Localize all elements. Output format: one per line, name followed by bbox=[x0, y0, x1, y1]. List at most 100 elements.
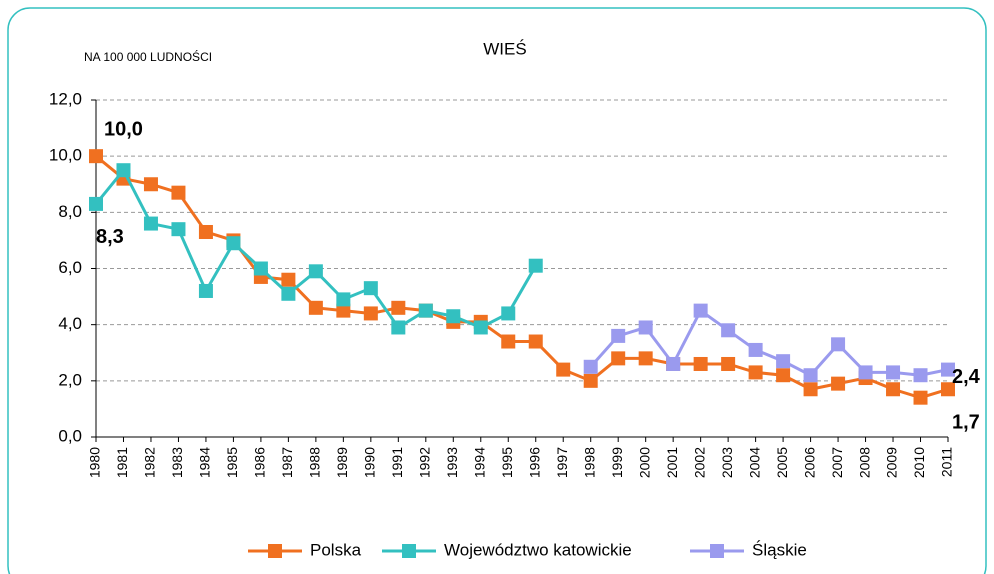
x-tick-label: 2002 bbox=[691, 447, 707, 478]
x-tick-label: 1991 bbox=[389, 447, 405, 478]
x-tick-label: 1981 bbox=[114, 447, 130, 478]
x-tick-label: 1994 bbox=[471, 447, 487, 478]
data-point bbox=[638, 320, 653, 335]
y-tick-label: 10,0 bbox=[49, 146, 82, 165]
legend-label: Województwo katowickie bbox=[444, 540, 632, 559]
data-point bbox=[336, 292, 351, 307]
data-point bbox=[528, 334, 543, 349]
x-tick-label: 2003 bbox=[719, 447, 735, 478]
data-point bbox=[418, 303, 433, 318]
x-tick-label: 1993 bbox=[444, 447, 460, 478]
data-point bbox=[858, 365, 873, 380]
y-tick-label: 0,0 bbox=[58, 426, 82, 445]
data-point bbox=[583, 373, 598, 388]
data-point bbox=[281, 272, 296, 287]
data-point bbox=[803, 368, 818, 383]
data-point bbox=[501, 334, 516, 349]
data-point bbox=[89, 149, 103, 164]
data-point bbox=[913, 390, 928, 405]
data-point bbox=[913, 368, 928, 383]
data-label: 8,3 bbox=[96, 226, 124, 248]
y-tick-label: 6,0 bbox=[58, 258, 82, 277]
x-tick-label: 1983 bbox=[169, 447, 185, 478]
data-point bbox=[143, 216, 158, 231]
data-point bbox=[226, 236, 241, 251]
y-tick-label: 2,0 bbox=[58, 370, 82, 389]
data-point bbox=[473, 320, 488, 335]
data-point bbox=[748, 365, 763, 380]
x-tick-label: 2006 bbox=[801, 447, 817, 478]
data-point bbox=[831, 376, 846, 391]
x-tick-label: 1990 bbox=[362, 447, 378, 478]
x-tick-label: 1998 bbox=[581, 447, 597, 478]
data-point bbox=[171, 185, 186, 200]
data-label: 10,0 bbox=[104, 118, 143, 140]
x-tick-label: 1987 bbox=[279, 447, 295, 478]
legend-swatch bbox=[268, 544, 282, 558]
x-tick-label: 1995 bbox=[499, 447, 515, 478]
data-point bbox=[198, 224, 213, 239]
x-tick-label: 2005 bbox=[774, 447, 790, 478]
y-tick-label: 12,0 bbox=[49, 89, 82, 108]
data-label: 2,4 bbox=[952, 366, 981, 388]
data-point bbox=[281, 286, 296, 301]
x-tick-label: 2011 bbox=[939, 447, 955, 477]
x-tick-label: 1982 bbox=[142, 447, 158, 478]
x-tick-label: 2009 bbox=[884, 447, 900, 478]
data-point bbox=[748, 342, 763, 357]
x-tick-label: 1988 bbox=[307, 447, 323, 478]
data-point bbox=[721, 323, 736, 338]
x-tick-label: 1997 bbox=[554, 447, 570, 478]
x-tick-label: 1980 bbox=[87, 447, 103, 478]
x-tick-label: 1989 bbox=[334, 447, 350, 478]
data-point bbox=[116, 163, 131, 178]
data-point bbox=[666, 356, 681, 371]
data-point bbox=[941, 382, 955, 397]
data-point bbox=[886, 365, 901, 380]
x-tick-label: 1992 bbox=[417, 447, 433, 478]
data-point bbox=[446, 309, 461, 324]
y-axis-label: NA 100 000 LUDNOŚCI bbox=[84, 49, 212, 64]
data-point bbox=[143, 177, 158, 192]
x-tick-label: 1996 bbox=[526, 447, 542, 478]
data-point bbox=[556, 362, 571, 377]
x-tick-label: 1985 bbox=[224, 447, 240, 478]
data-point bbox=[198, 283, 213, 298]
data-point bbox=[941, 362, 955, 377]
data-point bbox=[776, 354, 791, 369]
x-tick-label: 2004 bbox=[746, 447, 762, 478]
y-tick-label: 4,0 bbox=[58, 314, 82, 333]
data-label: 1,7 bbox=[952, 412, 980, 434]
data-point bbox=[363, 306, 378, 321]
data-point bbox=[803, 382, 818, 397]
data-point bbox=[638, 351, 653, 366]
data-point bbox=[89, 196, 103, 211]
data-point bbox=[886, 382, 901, 397]
legend-swatch bbox=[402, 544, 416, 558]
legend-swatch bbox=[710, 544, 724, 558]
data-point bbox=[363, 281, 378, 296]
data-point bbox=[611, 351, 626, 366]
chart-frame bbox=[7, 7, 987, 574]
data-point bbox=[308, 300, 323, 315]
data-point bbox=[501, 306, 516, 321]
x-tick-label: 1999 bbox=[609, 447, 625, 478]
data-point bbox=[693, 356, 708, 371]
x-tick-label: 2007 bbox=[829, 447, 845, 478]
data-point bbox=[336, 303, 351, 318]
data-point bbox=[721, 356, 736, 371]
data-point bbox=[391, 300, 406, 315]
x-tick-label: 2000 bbox=[636, 447, 652, 478]
data-point bbox=[308, 264, 323, 279]
data-point bbox=[391, 320, 406, 335]
chart-title: WIEŚ bbox=[483, 39, 526, 58]
data-point bbox=[171, 222, 186, 237]
x-tick-label: 2010 bbox=[911, 447, 927, 478]
data-point bbox=[776, 368, 791, 383]
data-point bbox=[831, 337, 846, 352]
data-point bbox=[253, 261, 268, 276]
data-point bbox=[693, 303, 708, 318]
x-tick-label: 2001 bbox=[664, 447, 680, 478]
x-tick-label: 2008 bbox=[856, 447, 872, 478]
